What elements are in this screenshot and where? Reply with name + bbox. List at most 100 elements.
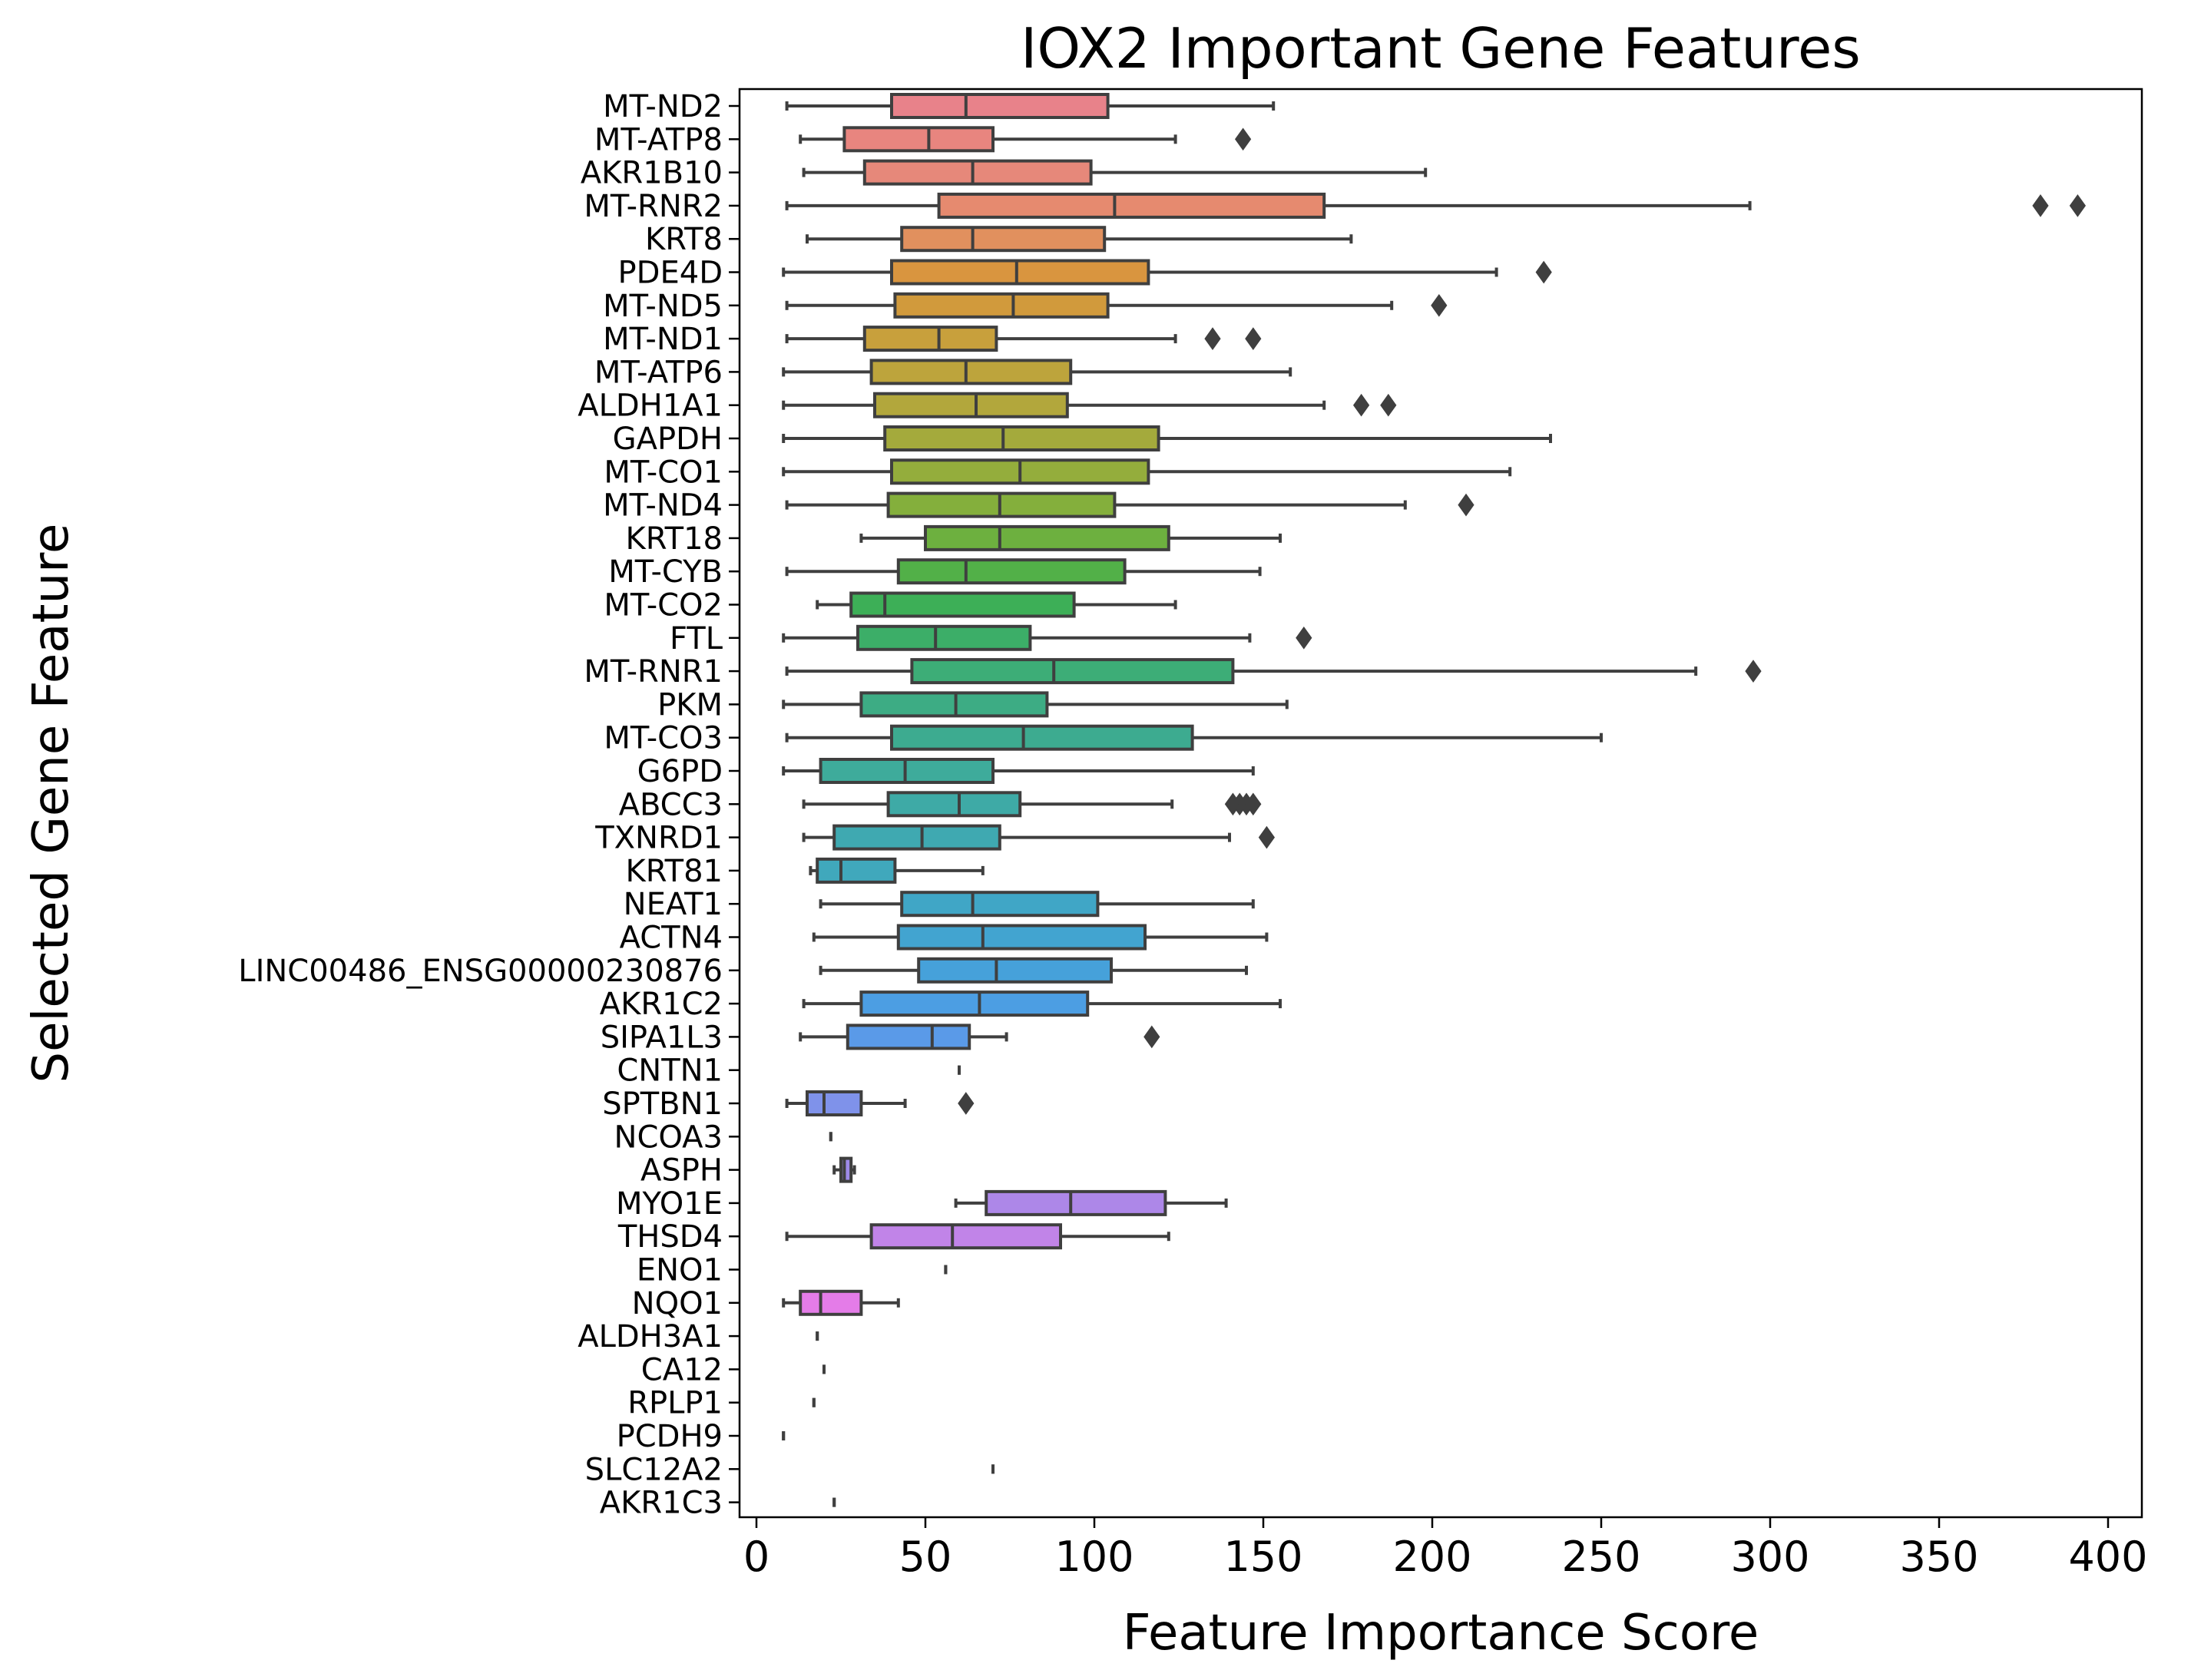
y-tick-label: NCOA3: [614, 1119, 723, 1155]
box-16: [782, 624, 1312, 651]
y-tick-label: KRT18: [626, 521, 723, 557]
x-axis: 0 50 100 150 200 250 300 350 400: [743, 1517, 2148, 1581]
box-25: [812, 924, 1269, 951]
y-axis-label: Selected Gene Feature: [23, 524, 80, 1083]
box-body: [890, 724, 1194, 751]
y-tick-label: NQO1: [632, 1286, 723, 1321]
y-tick-label: MT-RNR2: [584, 189, 723, 224]
box-2: [802, 159, 1428, 186]
y-tick-label: MT-RNR1: [584, 654, 723, 690]
y-tick-label: GAPDH: [613, 422, 723, 457]
box-34: [785, 1223, 1170, 1250]
box-body: [886, 491, 1117, 518]
y-tick-label: PCDH9: [617, 1419, 723, 1454]
plot-area: [782, 93, 2087, 1507]
y-tick-label: MT-ATP6: [594, 355, 723, 390]
box-body: [806, 1090, 863, 1116]
y-tick-label: MT-CYB: [608, 554, 723, 590]
outlier-point: [1458, 493, 1474, 517]
box-22: [802, 824, 1276, 851]
x-tick-label: 100: [1054, 1533, 1134, 1581]
box-body: [869, 1223, 1062, 1250]
y-tick-label: MT-ATP8: [594, 122, 723, 157]
box-body: [862, 159, 1093, 186]
box-body: [799, 1289, 863, 1316]
box-6: [785, 292, 1448, 319]
box-body: [859, 691, 1049, 718]
x-tick-label: 0: [743, 1533, 769, 1581]
box-33: [954, 1189, 1228, 1216]
box-15: [816, 591, 1177, 618]
y-tick-label: ALDH1A1: [578, 389, 723, 424]
box-36: [782, 1289, 900, 1316]
x-tick-label: 300: [1730, 1533, 1809, 1581]
box-30: [785, 1090, 975, 1116]
box-19: [785, 724, 1603, 751]
y-tick-label: AKR1C2: [600, 987, 723, 1022]
y-tick-label: ACTN4: [620, 921, 723, 956]
box-body: [816, 857, 897, 884]
x-tick-label: 200: [1392, 1533, 1471, 1581]
box-body: [832, 824, 1001, 851]
y-tick-label: MT-ND1: [603, 322, 723, 357]
box-body: [819, 758, 995, 784]
box-body: [883, 425, 1160, 451]
y-tick-label: SPTBN1: [602, 1086, 723, 1122]
box-body: [985, 1189, 1167, 1216]
box-body: [896, 924, 1147, 951]
y-tick-label: SIPA1L3: [601, 1020, 723, 1055]
x-tick-label: 250: [1561, 1533, 1640, 1581]
box-12: [785, 491, 1474, 518]
y-tick-label: ALDH3A1: [578, 1319, 723, 1354]
outlier-point: [1245, 792, 1262, 816]
box-27: [802, 990, 1282, 1017]
y-tick-label: MT-ND4: [603, 488, 723, 524]
box-body: [893, 292, 1110, 319]
box-body: [849, 591, 1076, 618]
y-tick-label: MT-CO3: [604, 721, 723, 756]
y-tick-label: AKR1C3: [600, 1486, 723, 1521]
y-tick-label: TXNRD1: [594, 821, 723, 856]
box-body: [937, 192, 1326, 219]
box-13: [859, 524, 1282, 551]
box-5: [782, 259, 1552, 286]
y-axis: MT-ND2MT-ATP8AKR1B10MT-RNR2KRT8PDE4DMT-N…: [238, 89, 740, 1521]
y-tick-label: RPLP1: [627, 1386, 723, 1421]
x-tick-label: 150: [1223, 1533, 1302, 1581]
y-tick-label: PDE4D: [618, 256, 723, 291]
box-body: [890, 93, 1110, 119]
outlier-point: [1296, 626, 1312, 650]
y-tick-label: LINC00486_ENSG00000230876: [238, 954, 723, 989]
y-tick-label: CA12: [641, 1352, 723, 1387]
x-tick-label: 400: [2068, 1533, 2147, 1581]
outlier-point: [1431, 293, 1448, 317]
box-3: [785, 192, 2087, 219]
box-body: [900, 226, 1107, 253]
outlier-point: [1745, 660, 1762, 683]
y-tick-label: KRT81: [626, 854, 723, 889]
y-tick-label: MT-CO2: [604, 588, 723, 623]
box-32: [832, 1156, 856, 1183]
box-23: [809, 857, 985, 884]
y-tick-label: MYO1E: [616, 1186, 723, 1222]
box-body: [917, 957, 1113, 984]
box-10: [782, 425, 1552, 451]
y-tick-label: G6PD: [637, 754, 723, 789]
y-tick-label: MT-CO1: [604, 455, 723, 490]
y-tick-label: MT-ND5: [603, 289, 723, 324]
box-17: [785, 658, 1762, 685]
box-11: [782, 458, 1512, 485]
y-tick-label: SLC12A2: [585, 1452, 723, 1487]
box-21: [802, 791, 1262, 818]
box-8: [782, 359, 1292, 385]
x-tick-label: 350: [1899, 1533, 1978, 1581]
y-tick-label: AKR1B10: [581, 156, 723, 191]
box-body: [900, 891, 1100, 918]
box-0: [785, 93, 1276, 119]
box-28: [799, 1024, 1160, 1050]
box-body: [896, 558, 1127, 585]
outlier-point: [1204, 327, 1221, 350]
plot-frame: [738, 88, 2143, 1519]
y-tick-label: ASPH: [640, 1153, 723, 1189]
